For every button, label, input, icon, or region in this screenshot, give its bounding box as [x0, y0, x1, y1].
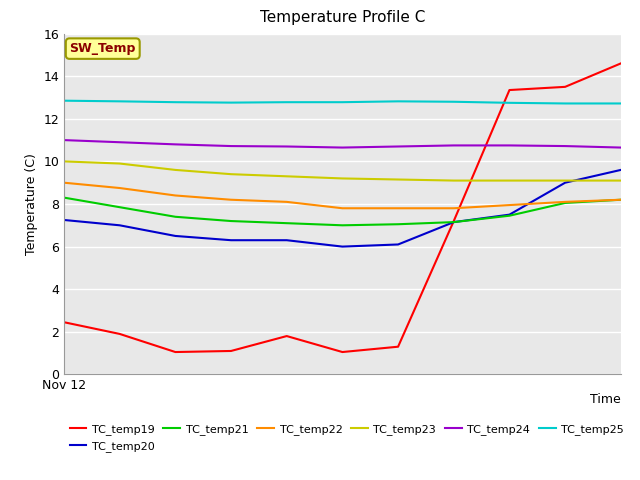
TC_temp25	[561, 101, 569, 107]
TC_temp24	[172, 142, 179, 147]
TC_temp19	[617, 60, 625, 66]
TC_temp21	[506, 213, 513, 218]
TC_temp24	[60, 137, 68, 143]
TC_temp22	[283, 199, 291, 205]
TC_temp22	[172, 192, 179, 198]
TC_temp21	[60, 195, 68, 201]
Legend: TC_temp19, TC_temp20, TC_temp21, TC_temp22, TC_temp23, TC_temp24, TC_temp25: TC_temp19, TC_temp20, TC_temp21, TC_temp…	[70, 424, 624, 452]
TC_temp24	[506, 143, 513, 148]
TC_temp22	[227, 197, 235, 203]
TC_temp23	[506, 178, 513, 183]
TC_temp19	[561, 84, 569, 90]
TC_temp22	[561, 199, 569, 205]
TC_temp20	[394, 241, 402, 247]
TC_temp20	[617, 167, 625, 173]
Text: SW_Temp: SW_Temp	[70, 42, 136, 55]
Text: Time: Time	[590, 393, 621, 406]
TC_temp25	[172, 99, 179, 105]
TC_temp21	[450, 219, 458, 225]
Y-axis label: Temperature (C): Temperature (C)	[25, 153, 38, 255]
TC_temp19	[227, 348, 235, 354]
Line: TC_temp22: TC_temp22	[64, 183, 621, 208]
TC_temp20	[60, 217, 68, 223]
TC_temp24	[561, 143, 569, 149]
TC_temp22	[60, 180, 68, 186]
TC_temp25	[339, 99, 346, 105]
Line: TC_temp25: TC_temp25	[64, 101, 621, 104]
TC_temp21	[172, 214, 179, 220]
TC_temp24	[227, 143, 235, 149]
TC_temp20	[283, 237, 291, 243]
TC_temp20	[339, 244, 346, 250]
TC_temp23	[172, 167, 179, 173]
TC_temp24	[116, 139, 124, 145]
Line: TC_temp21: TC_temp21	[64, 198, 621, 225]
TC_temp24	[450, 143, 458, 148]
TC_temp25	[450, 99, 458, 105]
TC_temp23	[561, 178, 569, 183]
TC_temp20	[561, 180, 569, 186]
TC_temp20	[450, 219, 458, 225]
TC_temp22	[394, 205, 402, 211]
TC_temp19	[506, 87, 513, 93]
TC_temp20	[227, 237, 235, 243]
TC_temp19	[116, 331, 124, 337]
TC_temp24	[394, 144, 402, 149]
TC_temp23	[394, 177, 402, 182]
TC_temp19	[60, 319, 68, 325]
TC_temp25	[283, 99, 291, 105]
TC_temp25	[506, 100, 513, 106]
Title: Temperature Profile C: Temperature Profile C	[260, 11, 425, 25]
TC_temp22	[506, 202, 513, 208]
TC_temp24	[283, 144, 291, 149]
TC_temp25	[617, 101, 625, 107]
TC_temp19	[339, 349, 346, 355]
TC_temp21	[561, 200, 569, 206]
TC_temp23	[617, 178, 625, 183]
TC_temp20	[172, 233, 179, 239]
TC_temp23	[450, 178, 458, 183]
TC_temp23	[283, 173, 291, 179]
TC_temp21	[394, 221, 402, 227]
TC_temp19	[450, 218, 458, 224]
TC_temp21	[283, 220, 291, 226]
TC_temp23	[60, 158, 68, 164]
TC_temp23	[339, 176, 346, 181]
TC_temp19	[172, 349, 179, 355]
TC_temp25	[116, 98, 124, 104]
TC_temp19	[283, 333, 291, 339]
TC_temp23	[227, 171, 235, 177]
Line: TC_temp23: TC_temp23	[64, 161, 621, 180]
TC_temp23	[116, 161, 124, 167]
TC_temp25	[60, 98, 68, 104]
TC_temp22	[116, 185, 124, 191]
TC_temp22	[339, 205, 346, 211]
TC_temp21	[116, 204, 124, 210]
TC_temp22	[617, 197, 625, 203]
TC_temp24	[617, 144, 625, 150]
TC_temp19	[394, 344, 402, 349]
Line: TC_temp19: TC_temp19	[64, 63, 621, 352]
TC_temp25	[227, 100, 235, 106]
TC_temp25	[394, 98, 402, 104]
TC_temp22	[450, 205, 458, 211]
Line: TC_temp24: TC_temp24	[64, 140, 621, 147]
Line: TC_temp20: TC_temp20	[64, 170, 621, 247]
TC_temp21	[227, 218, 235, 224]
TC_temp20	[506, 212, 513, 217]
TC_temp21	[339, 222, 346, 228]
TC_temp20	[116, 222, 124, 228]
TC_temp24	[339, 144, 346, 150]
TC_temp21	[617, 197, 625, 203]
